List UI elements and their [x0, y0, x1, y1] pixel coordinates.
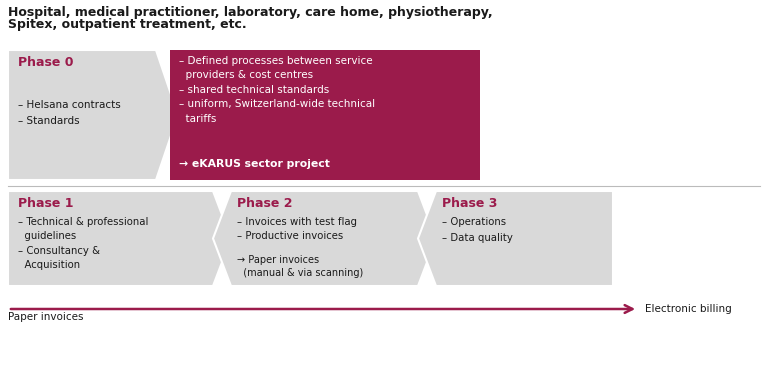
Text: Hospital, medical practitioner, laboratory, care home, physiotherapy,: Hospital, medical practitioner, laborato… — [8, 6, 492, 19]
Polygon shape — [418, 191, 613, 286]
Text: Phase 1: Phase 1 — [18, 197, 74, 210]
Text: Phase 2: Phase 2 — [237, 197, 293, 210]
Text: Electronic billing: Electronic billing — [645, 304, 732, 314]
Text: – Defined processes between service
  providers & cost centres
– shared technica: – Defined processes between service prov… — [179, 56, 375, 124]
Text: Phase 0: Phase 0 — [18, 56, 74, 69]
FancyBboxPatch shape — [170, 50, 480, 180]
Polygon shape — [8, 191, 231, 286]
Polygon shape — [8, 50, 178, 180]
Text: – Operations
– Data quality: – Operations – Data quality — [442, 217, 513, 243]
Text: – Invoices with test flag
– Productive invoices: – Invoices with test flag – Productive i… — [237, 217, 357, 242]
Text: → eKARUS sector project: → eKARUS sector project — [179, 159, 330, 169]
Text: → Paper invoices
  (manual & via scanning): → Paper invoices (manual & via scanning) — [237, 255, 363, 278]
Text: – Technical & professional
  guidelines
– Consultancy &
  Acquisition: – Technical & professional guidelines – … — [18, 217, 148, 270]
Text: Phase 3: Phase 3 — [442, 197, 498, 210]
Text: Spitex, outpatient treatment, etc.: Spitex, outpatient treatment, etc. — [8, 18, 247, 31]
Polygon shape — [213, 191, 436, 286]
Text: Paper invoices: Paper invoices — [8, 312, 84, 322]
Text: – Helsana contracts
– Standards: – Helsana contracts – Standards — [18, 100, 121, 126]
